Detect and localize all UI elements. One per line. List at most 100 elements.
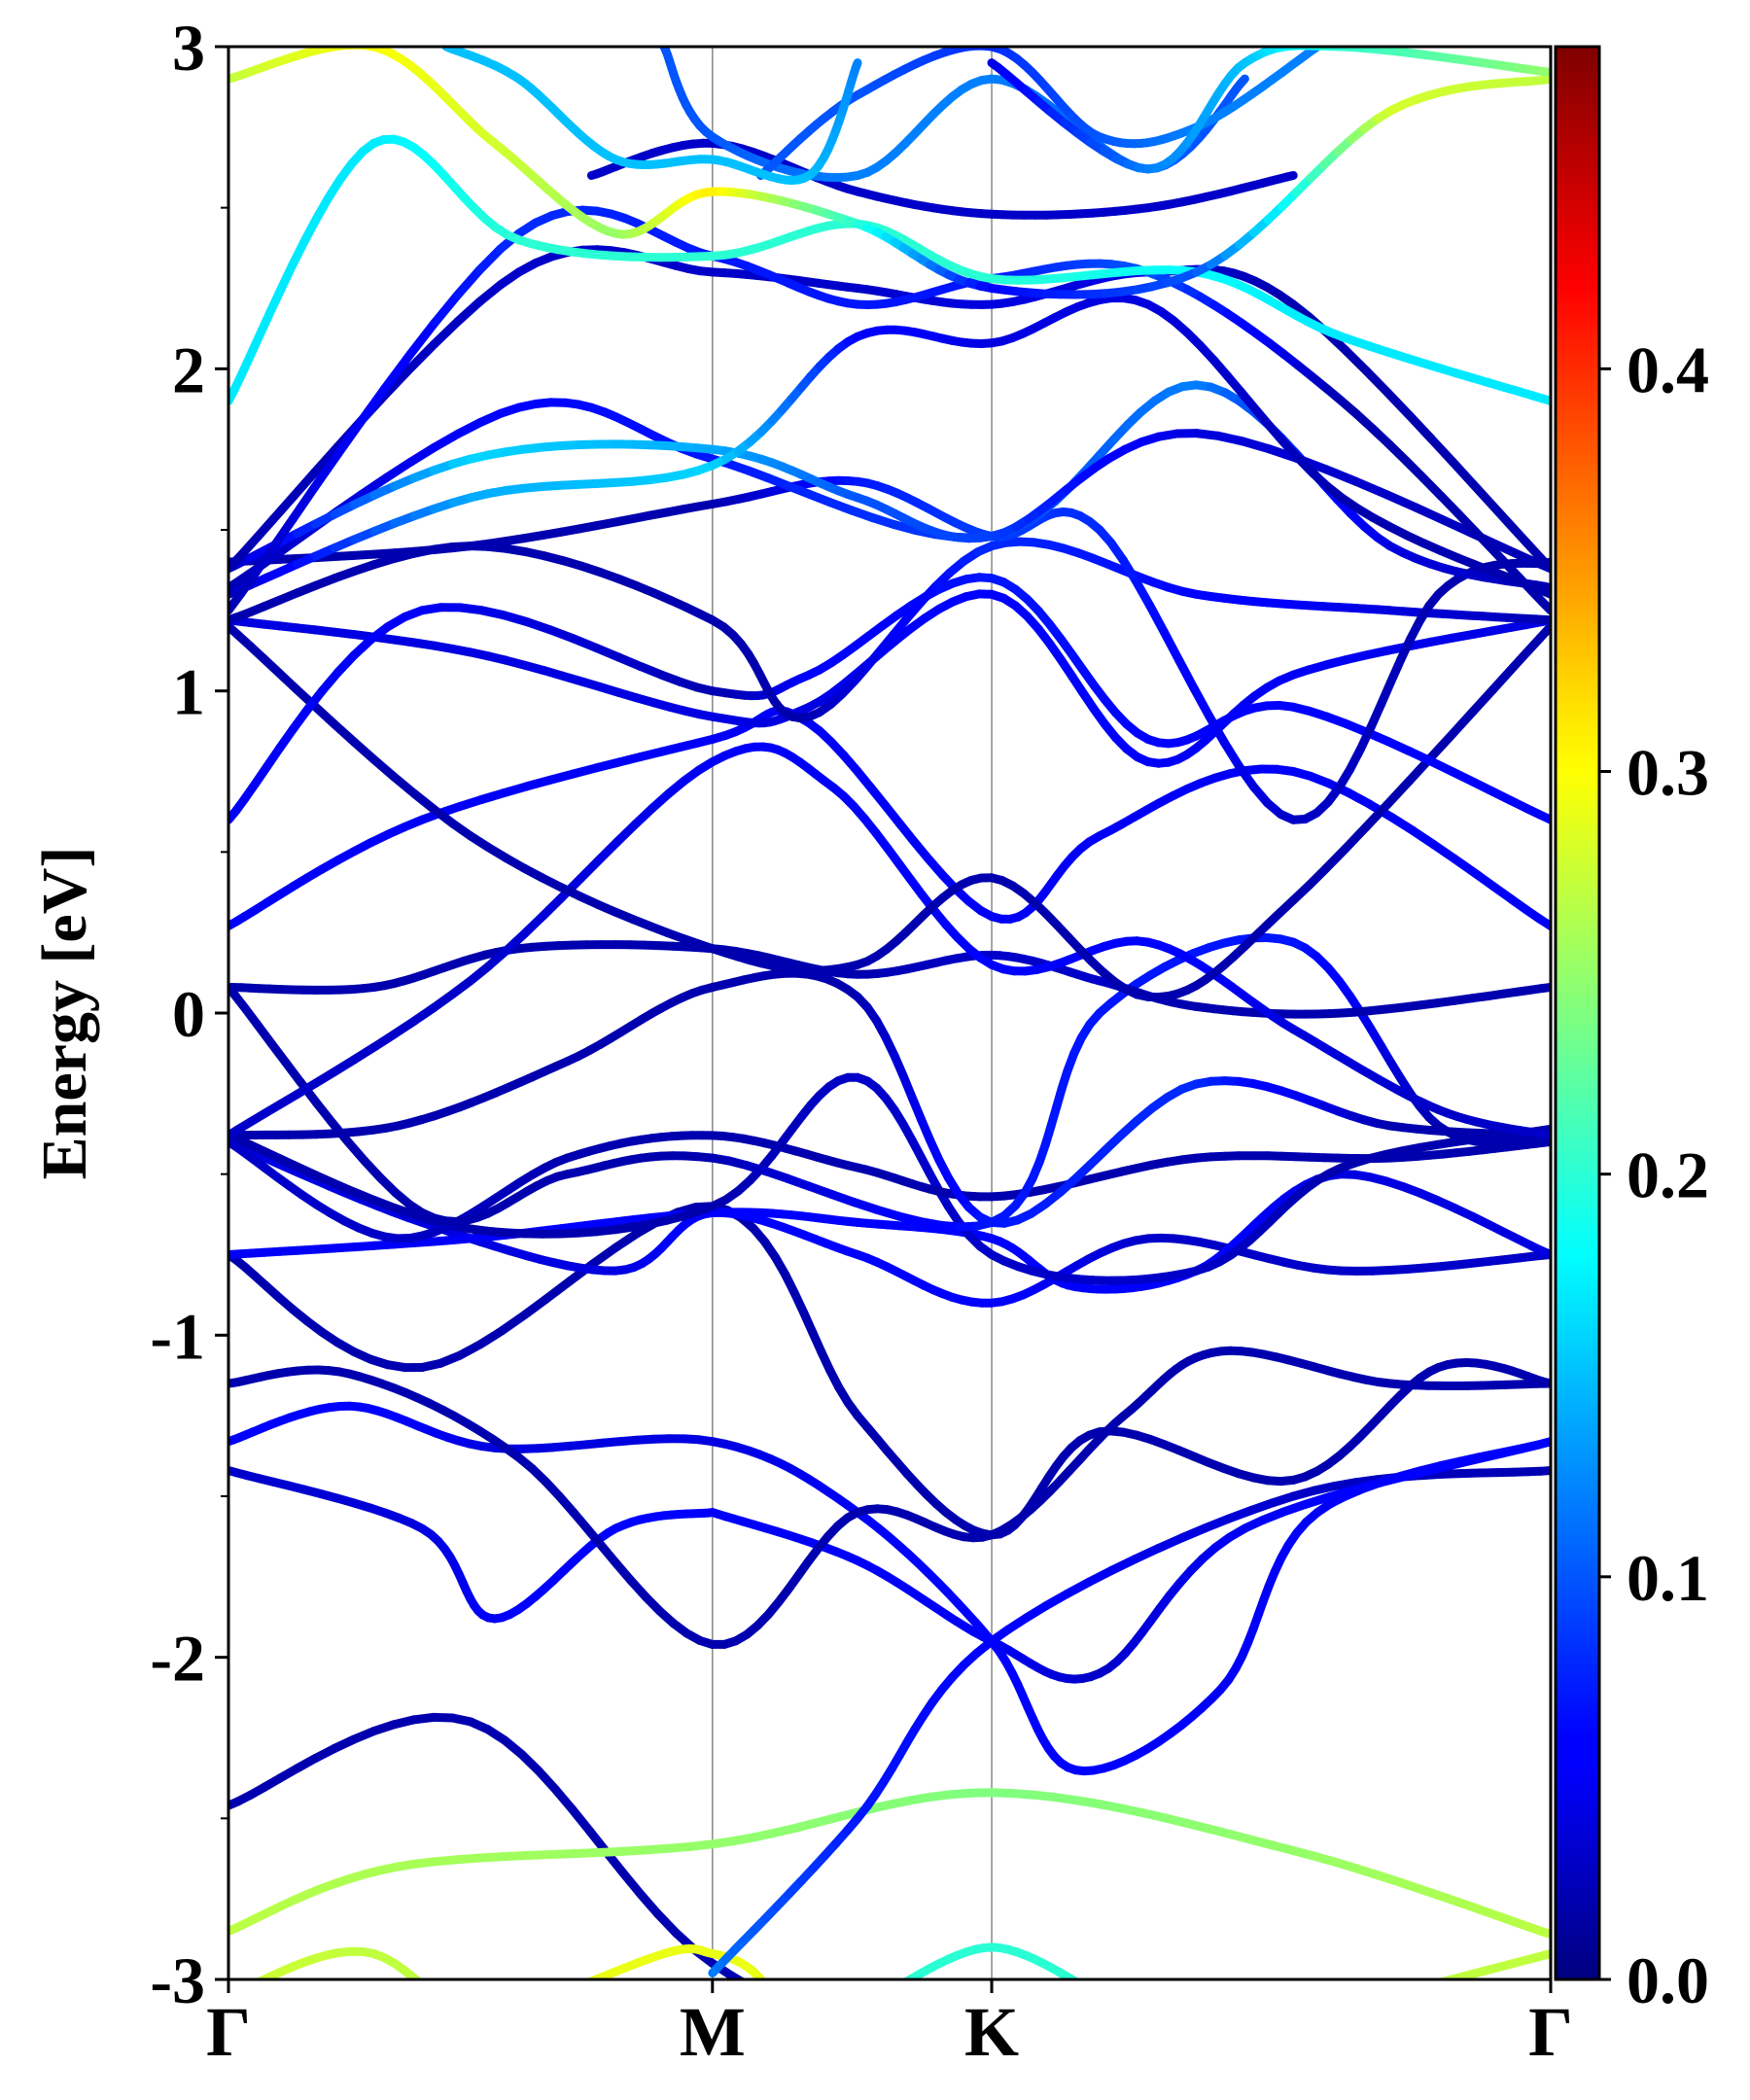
band-segment xyxy=(310,442,342,477)
band-segment xyxy=(1426,729,1457,762)
band-segment xyxy=(405,442,439,467)
band-segment xyxy=(1536,1437,1551,1449)
band-segment xyxy=(1406,1988,1417,1991)
band-segment xyxy=(1341,345,1371,375)
band-segment xyxy=(475,244,506,274)
band-segment xyxy=(1008,2080,1024,2082)
band-segment xyxy=(992,2076,1008,2080)
band-37 xyxy=(441,47,862,185)
band-segment xyxy=(539,892,567,921)
band-29 xyxy=(228,294,1551,599)
band-segment xyxy=(1417,1985,1429,1988)
band-segment xyxy=(1130,2079,1144,2080)
band-segment xyxy=(1144,2077,1160,2078)
band-segment xyxy=(412,1976,423,1979)
band-segment xyxy=(1024,2082,1038,2084)
band-segment xyxy=(765,1984,768,1988)
band-13 xyxy=(228,1138,1551,1308)
band-segment xyxy=(752,1987,772,1998)
band-segment xyxy=(1535,1926,1551,1940)
band-segment xyxy=(381,457,415,483)
band-segment xyxy=(498,1311,530,1336)
band-segment xyxy=(974,2072,992,2076)
band-segment xyxy=(527,2080,535,2082)
band-segment xyxy=(636,1889,663,1919)
band-segment xyxy=(916,2056,936,2062)
y-tick-label: -3 xyxy=(150,1943,205,2017)
high-symmetry-lines xyxy=(712,47,993,1979)
x-tick-label: Γ xyxy=(1528,1993,1573,2071)
band-segment xyxy=(887,1990,892,1993)
band-segment xyxy=(584,1978,592,1979)
band-24 xyxy=(228,573,1551,824)
band-segment xyxy=(381,364,415,399)
band-segment xyxy=(289,482,320,523)
x-tick-label: K xyxy=(964,1993,1019,2071)
band-segment xyxy=(1160,2077,1177,2078)
band-segment xyxy=(568,1804,594,1836)
band-segment xyxy=(268,492,298,524)
band-5 xyxy=(887,1942,1096,1993)
band-segment xyxy=(525,2006,533,2009)
band-segment xyxy=(405,339,439,373)
band-33 xyxy=(228,47,1551,299)
band-segment xyxy=(1468,479,1497,510)
band-segment xyxy=(430,290,463,328)
band-segment xyxy=(453,297,485,327)
band-segment xyxy=(276,262,297,295)
band-19 xyxy=(228,940,1551,1019)
band-segment xyxy=(1382,776,1414,809)
y-axis-label: Energy [eV] xyxy=(29,847,100,1180)
band-segment xyxy=(1321,465,1361,486)
band-segment xyxy=(542,1998,553,2003)
band-segment xyxy=(875,2043,895,2049)
band-segment xyxy=(287,237,308,271)
band-segment xyxy=(289,468,320,502)
band-segment xyxy=(542,2084,550,2085)
band-segment xyxy=(571,2082,578,2083)
band-segment xyxy=(251,514,278,543)
band-segment xyxy=(428,1990,438,2001)
band-segment xyxy=(1321,844,1350,873)
y-tick-label: 3 xyxy=(172,11,205,85)
band-segment xyxy=(936,2062,956,2068)
band-segment xyxy=(1115,2080,1129,2081)
band-segment xyxy=(357,473,391,500)
band-segment xyxy=(1189,683,1214,720)
band-segment xyxy=(1219,737,1243,771)
band-segment xyxy=(1468,685,1497,717)
band-segment xyxy=(589,2079,596,2080)
y-tick-label: 0 xyxy=(172,977,205,1051)
band-segment xyxy=(1361,799,1392,832)
band-segment xyxy=(552,1993,564,1998)
band-segment xyxy=(310,449,342,492)
band-segment xyxy=(768,1988,771,1992)
band-segment xyxy=(481,2046,491,2055)
band-segment xyxy=(791,2009,812,2018)
band-segment xyxy=(603,2077,610,2078)
band-segment xyxy=(449,2012,460,2024)
band-7 xyxy=(708,1466,1551,1978)
band-segment xyxy=(332,416,367,459)
band-segment xyxy=(536,2082,543,2084)
band-segment xyxy=(1535,621,1551,643)
band-segment xyxy=(1535,915,1551,930)
band-segment xyxy=(1488,665,1516,695)
band-segment xyxy=(855,2035,876,2043)
band-segment xyxy=(557,2084,564,2085)
band-segment xyxy=(813,2017,834,2026)
band-segment xyxy=(254,1978,263,1979)
band-segment xyxy=(1237,74,1249,88)
band-segment xyxy=(757,1977,767,1979)
band-25 xyxy=(228,537,1551,722)
band-segment xyxy=(1535,552,1551,574)
band-segment xyxy=(1405,410,1436,443)
band-segment xyxy=(1090,1990,1096,1993)
band-segment xyxy=(242,1986,251,1990)
band-segment xyxy=(520,1293,552,1319)
band-segment xyxy=(542,1276,576,1303)
y-tick-label: 1 xyxy=(172,655,205,729)
y-tick-label: -1 xyxy=(150,1299,205,1373)
